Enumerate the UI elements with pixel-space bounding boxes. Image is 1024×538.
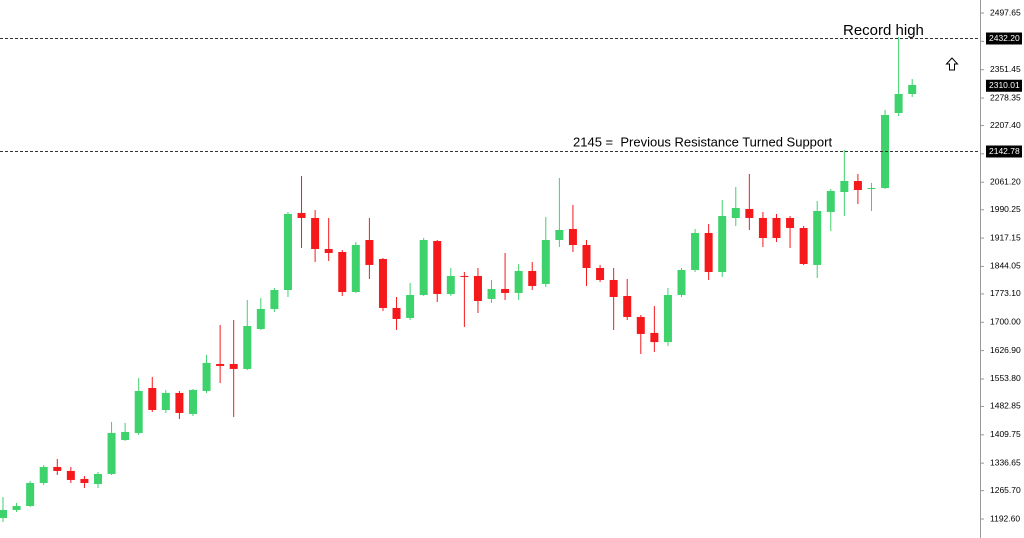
candle-body	[229, 363, 238, 369]
y-tick-label: 2351.45	[990, 64, 1021, 74]
candle-body	[311, 217, 320, 249]
annotation: Record high	[843, 22, 924, 39]
candle-body	[378, 258, 387, 308]
candle-body	[555, 229, 564, 240]
candle-body	[338, 251, 347, 292]
candle-body	[677, 269, 686, 295]
candle-body	[324, 248, 333, 253]
candle-body	[623, 295, 632, 317]
candle-body	[256, 308, 265, 329]
candle-body	[66, 470, 75, 480]
candle-body	[786, 217, 795, 228]
candle-body	[107, 432, 116, 474]
candle-body	[894, 93, 903, 113]
y-tick-label: 1700.00	[990, 317, 1021, 327]
y-tick-label: 1990.25	[990, 204, 1021, 214]
price-label: 2432.20	[989, 33, 1020, 43]
candle-body	[772, 217, 781, 238]
candle-body	[704, 232, 713, 272]
candle-body	[134, 390, 143, 433]
candle-body	[121, 431, 130, 440]
candle-body	[365, 239, 374, 265]
candle-body	[175, 392, 184, 413]
candle-body	[473, 275, 482, 301]
candle-body	[53, 466, 62, 471]
candle-body	[541, 239, 550, 284]
candle-body	[731, 207, 740, 218]
candle-body	[650, 332, 659, 343]
price-label: 2310.01	[989, 80, 1020, 90]
candle-body	[609, 279, 618, 297]
candle-body	[528, 270, 537, 286]
y-tick-label: 1773.10	[990, 288, 1021, 298]
y-tick-label: 1192.60	[990, 513, 1020, 523]
candle-body	[419, 239, 428, 295]
y-tick-label: 1482.85	[990, 401, 1021, 411]
candle-body	[840, 180, 849, 192]
candle-body	[188, 389, 197, 414]
y-tick-label: 1336.65	[990, 457, 1021, 467]
candle-body	[93, 473, 102, 484]
candle-body	[799, 227, 808, 264]
y-tick-label: 1409.75	[990, 429, 1021, 439]
candle-body	[39, 466, 48, 483]
candle-body	[596, 267, 605, 280]
candle-body	[663, 294, 672, 343]
candle-body	[908, 84, 917, 94]
annotation: 2145 = Previous Resistance Turned Suppor…	[573, 134, 832, 149]
candle-body	[853, 180, 862, 190]
candle-body	[867, 188, 876, 190]
price-label-box	[986, 79, 1022, 92]
candle-body	[148, 387, 157, 410]
y-tick-label: 1844.05	[990, 261, 1021, 271]
y-tick-label: 2061.20	[990, 176, 1021, 186]
candle-body	[243, 325, 252, 369]
candle-body	[161, 392, 170, 410]
y-tick-label: 1917.15	[990, 232, 1021, 242]
candle-body	[406, 294, 415, 318]
y-tick-label: 2278.35	[990, 92, 1021, 102]
candle-body	[216, 363, 225, 366]
y-tick-label: 2497.65	[990, 7, 1021, 17]
candle-body	[718, 215, 727, 272]
candle-body	[501, 288, 510, 293]
candle-body	[460, 275, 469, 277]
candle-body	[202, 362, 211, 391]
candle-body	[826, 190, 835, 212]
candle-body	[745, 208, 754, 218]
candle-body	[758, 217, 767, 238]
candle-body	[283, 213, 292, 290]
y-tick-label: 1265.70	[990, 485, 1021, 495]
candle-body	[568, 228, 577, 246]
candle-body	[636, 316, 645, 334]
arrow-icon	[945, 57, 959, 71]
y-tick-label: 2207.40	[990, 120, 1021, 130]
y-tick-label: 1626.90	[990, 345, 1021, 355]
candle-body	[0, 509, 7, 518]
candle-body	[392, 307, 401, 319]
candle-body	[351, 245, 360, 292]
y-tick-label: 1553.80	[990, 373, 1021, 383]
candle-body	[12, 505, 21, 510]
candle-body	[487, 288, 496, 299]
candle-body	[80, 478, 89, 483]
candle-body	[297, 212, 306, 218]
candle-body	[582, 245, 591, 268]
candle-body	[691, 232, 700, 270]
candle-body	[514, 270, 523, 293]
candle-body	[813, 210, 822, 265]
price-label-box	[986, 32, 1022, 45]
candle-body	[270, 289, 279, 309]
candle-body	[26, 482, 35, 506]
price-label: 2142.78	[989, 146, 1020, 156]
price-label-box	[986, 145, 1022, 158]
candle-body	[433, 240, 442, 294]
candle-body	[446, 275, 455, 294]
